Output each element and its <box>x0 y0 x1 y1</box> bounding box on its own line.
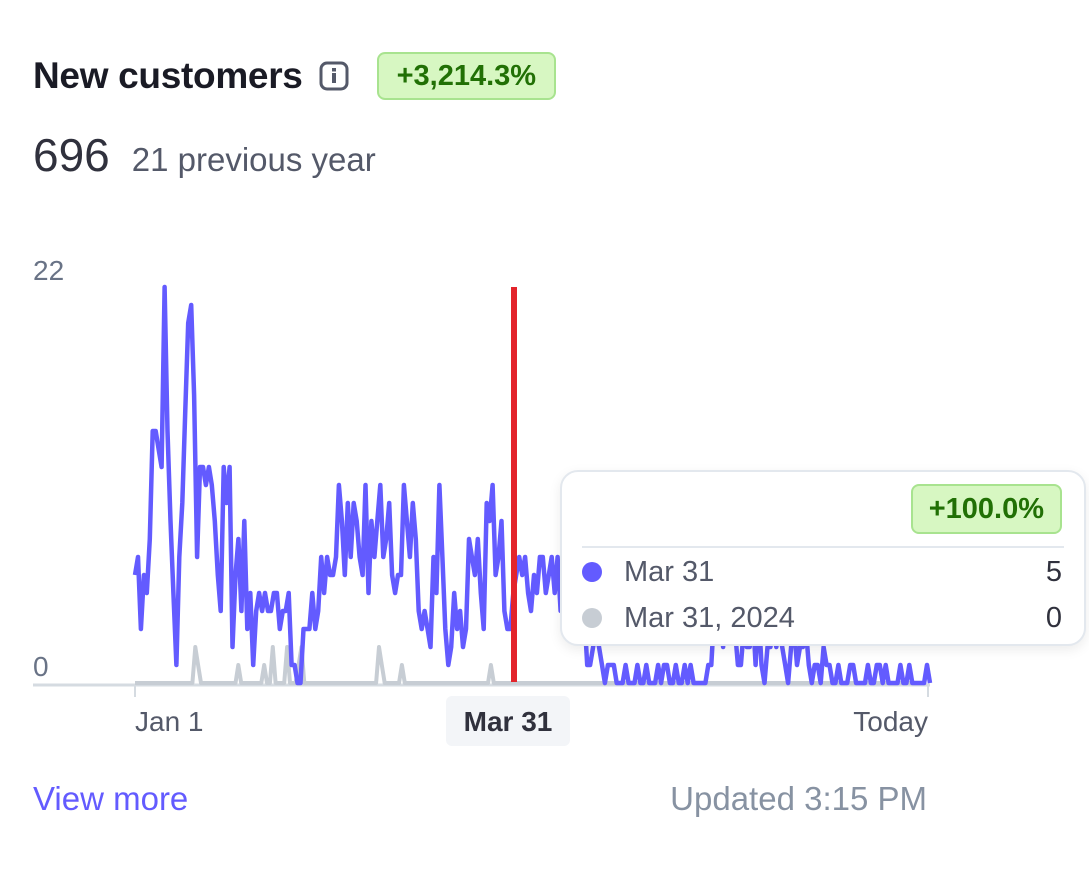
x-tick-label-highlight: Mar 31 <box>464 706 553 737</box>
tooltip-row-value: 5 <box>1045 555 1062 588</box>
series-line-previous-year <box>135 645 932 685</box>
primary-value: 696 <box>33 129 110 181</box>
y-tick-min: 0 <box>33 651 49 682</box>
tooltip-change-badge: +100.0% <box>910 484 1062 534</box>
tooltip-divider <box>582 546 1064 548</box>
series-line-current <box>132 284 933 686</box>
card-title: New customers <box>33 55 303 96</box>
tooltip-row-current: Mar 31 5 <box>582 552 1062 592</box>
x-highlight-bg <box>446 696 570 746</box>
card-header: New customers +3,214.3% <box>33 52 557 100</box>
change-badge: +3,214.3% <box>376 52 557 100</box>
view-more-link[interactable]: View more <box>33 780 189 817</box>
series-dot-current <box>582 562 602 582</box>
stats-row: 696 21 previous year <box>33 128 376 182</box>
previous-value: 21 previous year <box>131 141 376 178</box>
chart-tooltip: +100.0% Mar 31 5 Mar 31, 2024 0 <box>560 470 1086 646</box>
tooltip-row-value: 0 <box>1045 601 1062 634</box>
tooltip-row-label: Mar 31 <box>624 555 715 588</box>
info-icon[interactable] <box>319 61 349 91</box>
series-dot-previous <box>582 608 602 628</box>
x-tick-label-start: Jan 1 <box>135 706 204 737</box>
tooltip-row-previous: Mar 31, 2024 0 <box>582 598 1062 638</box>
x-tick-label-end: Today <box>853 706 928 737</box>
y-tick-max: 22 <box>33 255 64 286</box>
tooltip-row-label: Mar 31, 2024 <box>624 601 795 634</box>
updated-timestamp: Updated 3:15 PM <box>670 780 927 817</box>
